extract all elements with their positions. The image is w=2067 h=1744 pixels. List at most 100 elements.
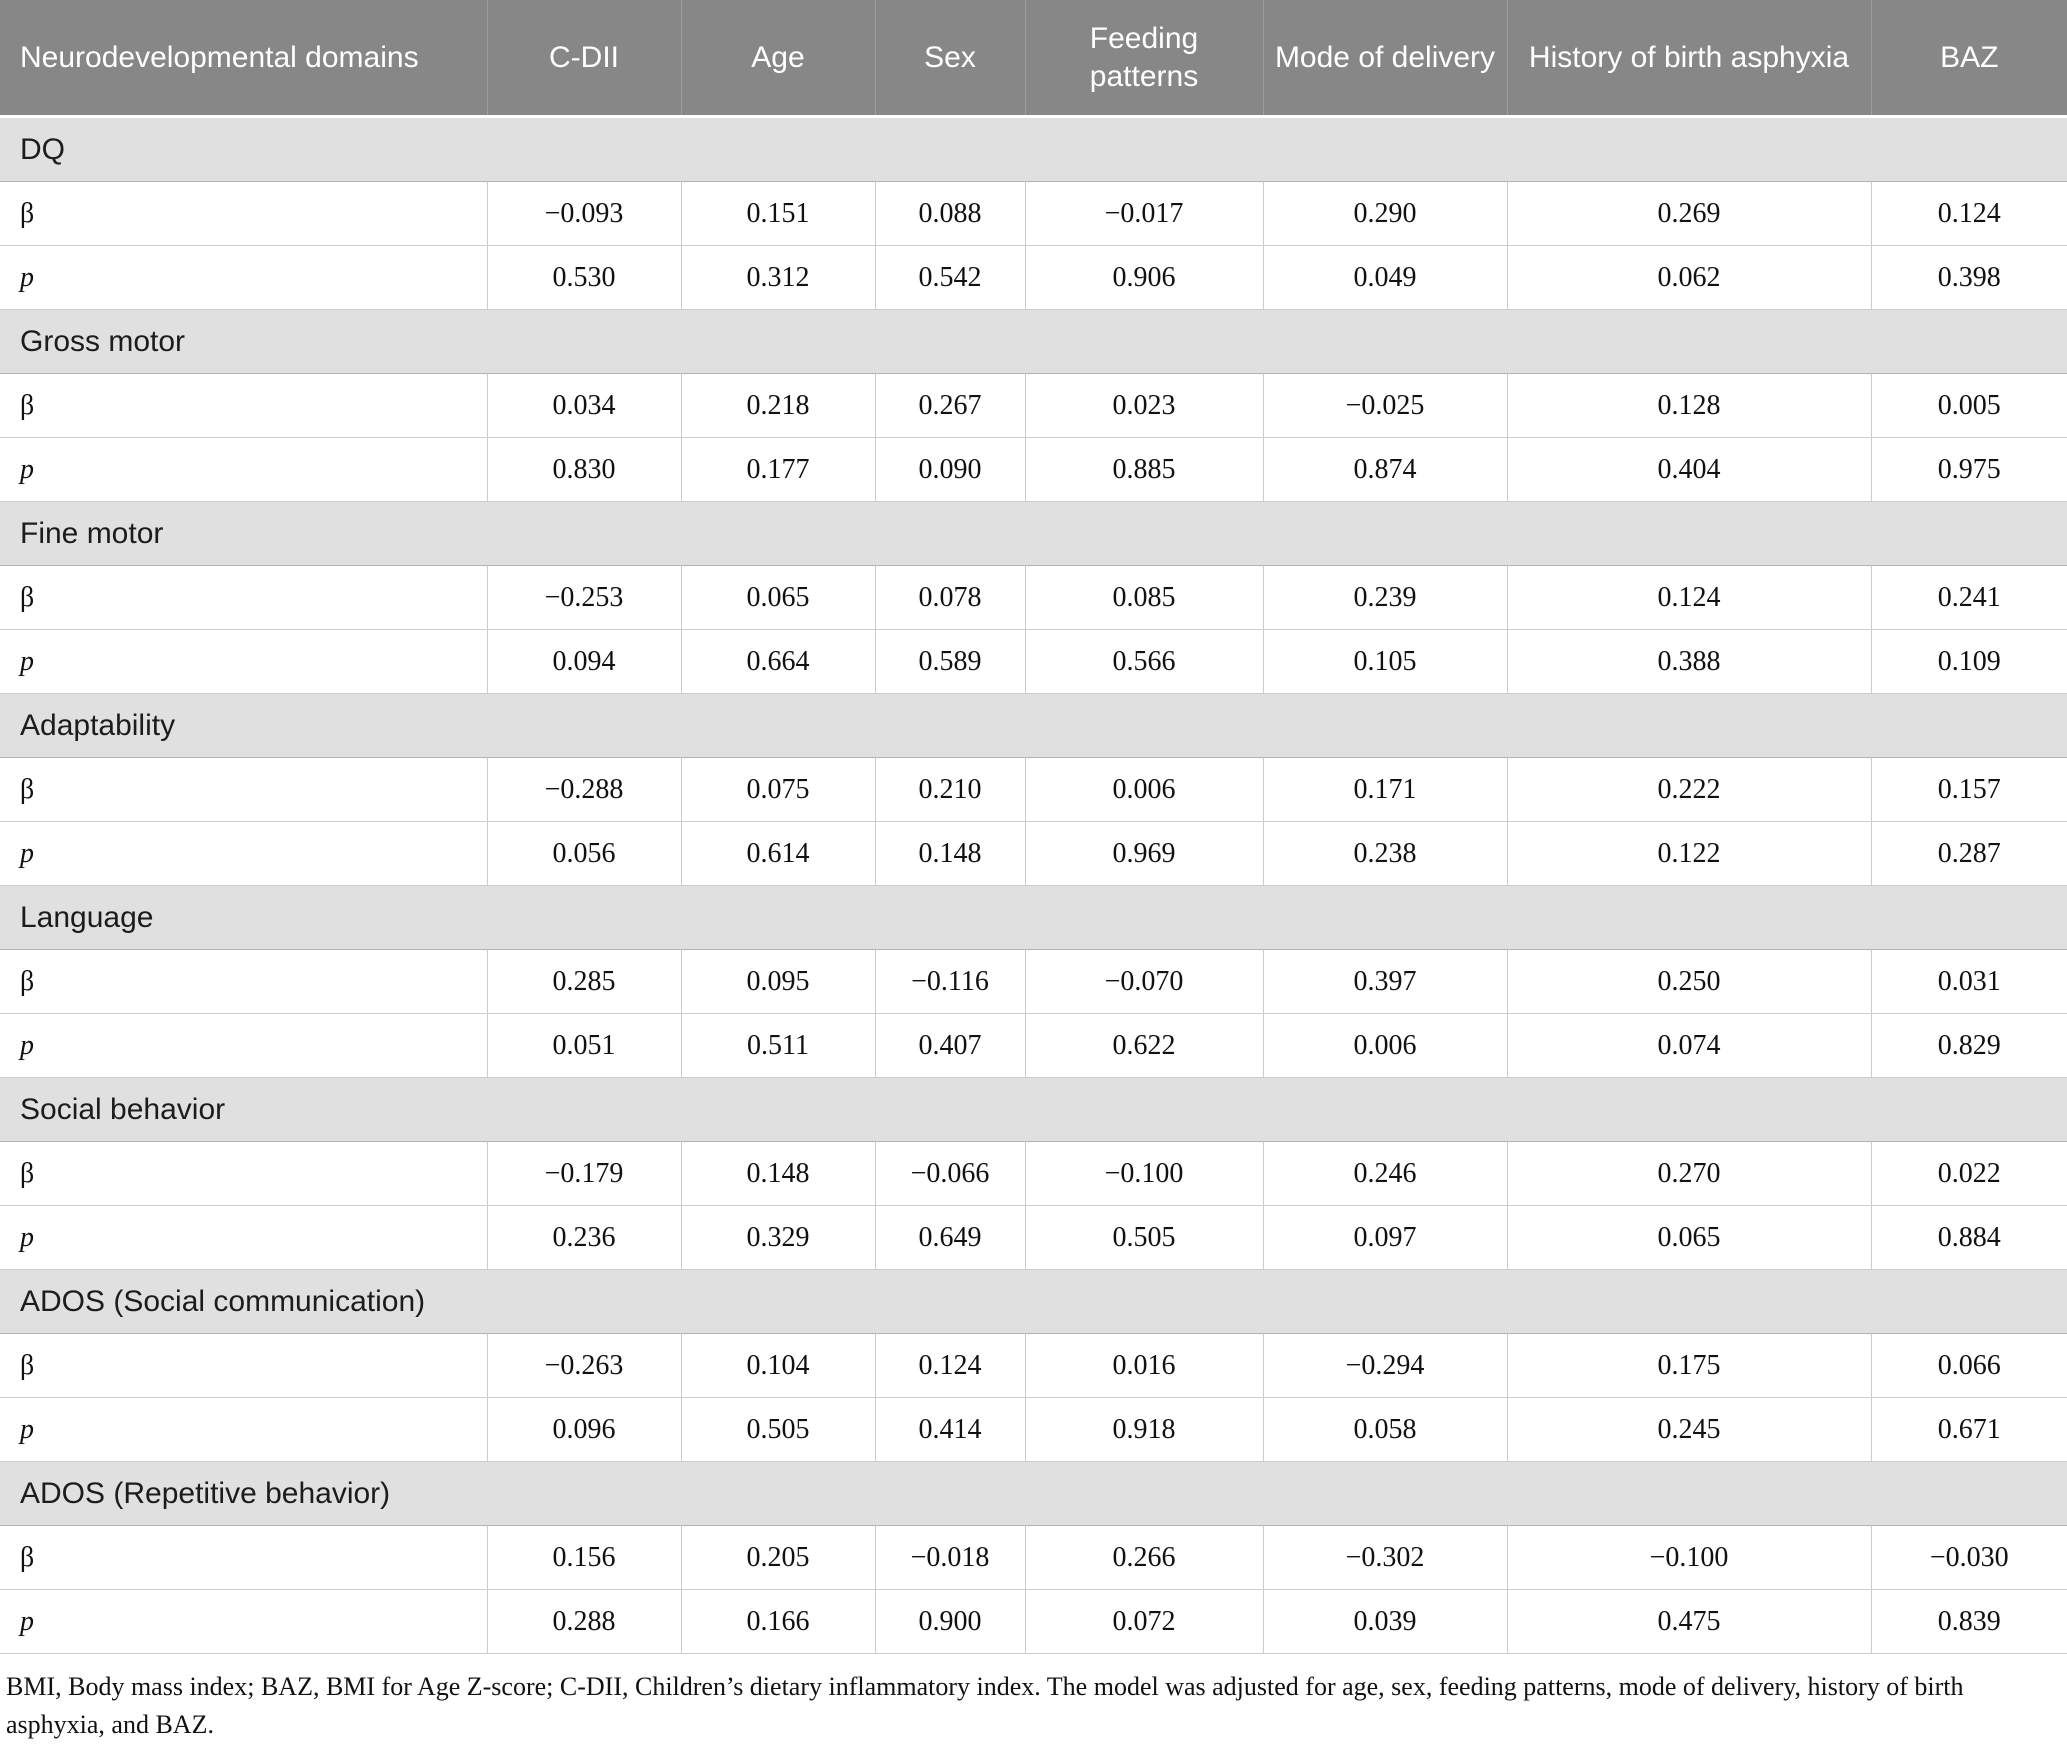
section-header-row: ADOS (Social communication) bbox=[0, 1269, 2067, 1334]
p-value-cell: 0.065 bbox=[1507, 1205, 1872, 1270]
beta-value-cell: 0.148 bbox=[681, 1141, 876, 1206]
p-row: p 0.096 0.505 0.414 0.918 0.058 0.245 0.671 bbox=[0, 1397, 2067, 1462]
column-header-cdii: C-DII bbox=[487, 0, 682, 118]
beta-row: β −0.179 0.148 −0.066 −0.100 0.246 0.270 0.022 bbox=[0, 1141, 2067, 1206]
p-value-cell: 0.398 bbox=[1871, 245, 2067, 310]
p-value-cell: 0.589 bbox=[875, 629, 1026, 694]
beta-value-cell: 0.085 bbox=[1025, 565, 1264, 630]
beta-row-label: β bbox=[0, 1141, 488, 1206]
p-value-cell: 0.287 bbox=[1871, 821, 2067, 886]
p-value-cell: 0.530 bbox=[487, 245, 682, 310]
p-value-cell: 0.096 bbox=[487, 1397, 682, 1462]
p-value-cell: 0.090 bbox=[875, 437, 1026, 502]
beta-value-cell: 0.205 bbox=[681, 1525, 876, 1590]
section-header-row: DQ bbox=[0, 116, 2067, 182]
beta-row-label: β bbox=[0, 1333, 488, 1398]
p-value-cell: 0.614 bbox=[681, 821, 876, 886]
p-value-cell: 0.094 bbox=[487, 629, 682, 694]
column-header-age: Age bbox=[681, 0, 876, 118]
beta-value-cell: −0.018 bbox=[875, 1525, 1026, 1590]
column-header-birth-asphyxia: History of birth asphyxia bbox=[1507, 0, 1872, 118]
p-row-label: p bbox=[0, 629, 488, 694]
beta-row-label: β bbox=[0, 373, 488, 438]
p-row-label: p bbox=[0, 1397, 488, 1462]
p-row-label: p bbox=[0, 1013, 488, 1078]
beta-value-cell: 0.124 bbox=[875, 1333, 1026, 1398]
beta-value-cell: 0.250 bbox=[1507, 949, 1872, 1014]
beta-value-cell: −0.179 bbox=[487, 1141, 682, 1206]
section-header-row: Social behavior bbox=[0, 1077, 2067, 1142]
p-value-cell: 0.969 bbox=[1025, 821, 1264, 886]
p-value-cell: 0.006 bbox=[1263, 1013, 1508, 1078]
beta-value-cell: 0.290 bbox=[1263, 181, 1508, 246]
p-value-cell: 0.074 bbox=[1507, 1013, 1872, 1078]
beta-value-cell: 0.104 bbox=[681, 1333, 876, 1398]
p-value-cell: 0.166 bbox=[681, 1589, 876, 1654]
beta-row: β 0.156 0.205 −0.018 0.266 −0.302 −0.100 −0.030 bbox=[0, 1525, 2067, 1590]
p-value-cell: 0.329 bbox=[681, 1205, 876, 1270]
p-value-cell: 0.414 bbox=[875, 1397, 1026, 1462]
section-title: DQ bbox=[0, 116, 2067, 182]
beta-value-cell: 0.034 bbox=[487, 373, 682, 438]
p-value-cell: 0.072 bbox=[1025, 1589, 1264, 1654]
column-header-baz: BAZ bbox=[1871, 0, 2067, 118]
beta-row: β −0.253 0.065 0.078 0.085 0.239 0.124 0.241 bbox=[0, 565, 2067, 630]
beta-value-cell: 0.239 bbox=[1263, 565, 1508, 630]
beta-value-cell: 0.269 bbox=[1507, 181, 1872, 246]
column-header-mode-of-delivery: Mode of delivery bbox=[1263, 0, 1508, 118]
section-header-row: Gross motor bbox=[0, 309, 2067, 374]
beta-value-cell: 0.088 bbox=[875, 181, 1026, 246]
p-value-cell: 0.062 bbox=[1507, 245, 1872, 310]
beta-value-cell: 0.285 bbox=[487, 949, 682, 1014]
beta-value-cell: 0.157 bbox=[1871, 757, 2067, 822]
p-value-cell: 0.874 bbox=[1263, 437, 1508, 502]
beta-value-cell: 0.022 bbox=[1871, 1141, 2067, 1206]
beta-value-cell: 0.171 bbox=[1263, 757, 1508, 822]
p-value-cell: 0.051 bbox=[487, 1013, 682, 1078]
beta-value-cell: 0.023 bbox=[1025, 373, 1264, 438]
p-value-cell: 0.039 bbox=[1263, 1589, 1508, 1654]
p-value-cell: 0.122 bbox=[1507, 821, 1872, 886]
p-value-cell: 0.056 bbox=[487, 821, 682, 886]
beta-value-cell: −0.025 bbox=[1263, 373, 1508, 438]
beta-value-cell: 0.066 bbox=[1871, 1333, 2067, 1398]
beta-value-cell: −0.066 bbox=[875, 1141, 1026, 1206]
beta-row-label: β bbox=[0, 1525, 488, 1590]
p-value-cell: 0.312 bbox=[681, 245, 876, 310]
beta-value-cell: 0.095 bbox=[681, 949, 876, 1014]
section-title: Fine motor bbox=[0, 501, 2067, 566]
p-row: p 0.530 0.312 0.542 0.906 0.049 0.062 0.398 bbox=[0, 245, 2067, 310]
p-value-cell: 0.475 bbox=[1507, 1589, 1872, 1654]
p-value-cell: 0.245 bbox=[1507, 1397, 1872, 1462]
p-row-label: p bbox=[0, 1205, 488, 1270]
beta-value-cell: −0.288 bbox=[487, 757, 682, 822]
column-header-sex: Sex bbox=[875, 0, 1026, 118]
beta-value-cell: 0.222 bbox=[1507, 757, 1872, 822]
section-header-row: Fine motor bbox=[0, 501, 2067, 566]
p-value-cell: 0.829 bbox=[1871, 1013, 2067, 1078]
beta-row: β 0.034 0.218 0.267 0.023 −0.025 0.128 0.005 bbox=[0, 373, 2067, 438]
beta-row: β 0.285 0.095 −0.116 −0.070 0.397 0.250 0.031 bbox=[0, 949, 2067, 1014]
section-title: Language bbox=[0, 885, 2067, 950]
table-body: DQ β −0.093 0.151 0.088 −0.017 0.290 0.269 0.124… bbox=[0, 116, 2067, 1654]
p-value-cell: 0.505 bbox=[681, 1397, 876, 1462]
beta-row-label: β bbox=[0, 181, 488, 246]
p-row: p 0.288 0.166 0.900 0.072 0.039 0.475 0.839 bbox=[0, 1589, 2067, 1654]
section-header-row: Adaptability bbox=[0, 693, 2067, 758]
section-header-row: ADOS (Repetitive behavior) bbox=[0, 1461, 2067, 1526]
p-row-label: p bbox=[0, 1589, 488, 1654]
p-row: p 0.830 0.177 0.090 0.885 0.874 0.404 0.975 bbox=[0, 437, 2067, 502]
p-value-cell: 0.058 bbox=[1263, 1397, 1508, 1462]
p-row: p 0.236 0.329 0.649 0.505 0.097 0.065 0.884 bbox=[0, 1205, 2067, 1270]
beta-value-cell: 0.218 bbox=[681, 373, 876, 438]
beta-value-cell: −0.294 bbox=[1263, 1333, 1508, 1398]
beta-value-cell: 0.156 bbox=[487, 1525, 682, 1590]
section-header-row: Language bbox=[0, 885, 2067, 950]
beta-value-cell: −0.116 bbox=[875, 949, 1026, 1014]
p-value-cell: 0.906 bbox=[1025, 245, 1264, 310]
p-value-cell: 0.407 bbox=[875, 1013, 1026, 1078]
p-value-cell: 0.404 bbox=[1507, 437, 1872, 502]
beta-value-cell: 0.006 bbox=[1025, 757, 1264, 822]
p-value-cell: 0.622 bbox=[1025, 1013, 1264, 1078]
beta-value-cell: −0.070 bbox=[1025, 949, 1264, 1014]
